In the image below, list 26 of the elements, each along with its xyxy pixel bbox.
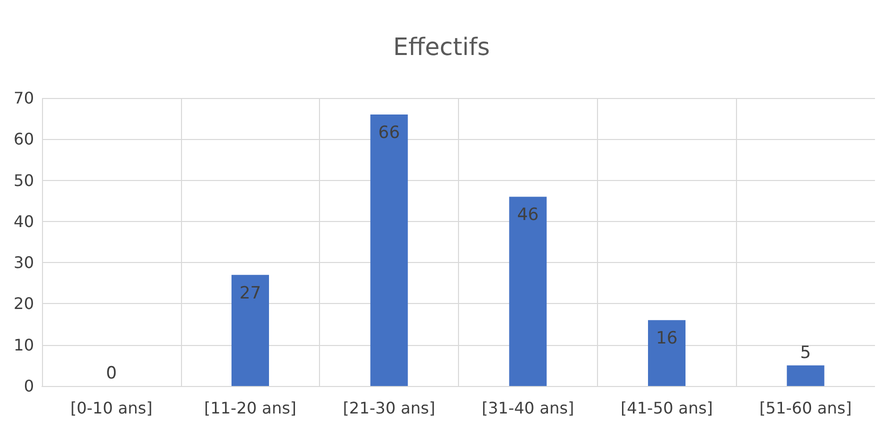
y-tick-label: 30: [14, 253, 34, 272]
bar: [232, 274, 269, 386]
y-tick-label: 50: [14, 170, 34, 190]
y-tick-label: 0: [24, 376, 34, 396]
bar: [648, 320, 686, 386]
data-label: 0: [106, 364, 117, 384]
data-label: 16: [656, 328, 678, 349]
y-tick-label: 70: [14, 88, 34, 108]
data-label: 46: [517, 205, 539, 226]
x-tick-label: [41-50 ans]: [620, 398, 713, 418]
x-tick-label: [11-20 ans]: [204, 398, 296, 418]
data-label: 5: [800, 342, 811, 363]
x-tick-label: [21-30 ans]: [342, 398, 436, 418]
y-tick-label: 40: [14, 212, 34, 231]
data-label: 66: [378, 122, 400, 143]
bar: [786, 365, 824, 386]
chart-title: Effectifs: [393, 33, 490, 61]
bar: [370, 114, 408, 386]
y-tick-label: 20: [14, 294, 34, 314]
x-tick-label: [0-10 ans]: [70, 398, 153, 418]
bar: [509, 196, 547, 386]
x-tick-label: [31-40 ans]: [482, 398, 574, 418]
y-tick-label: 10: [14, 335, 34, 354]
data-label: 27: [239, 283, 262, 304]
y-tick-label: 60: [14, 130, 34, 149]
x-tick-label: [51-60 ans]: [759, 398, 852, 418]
